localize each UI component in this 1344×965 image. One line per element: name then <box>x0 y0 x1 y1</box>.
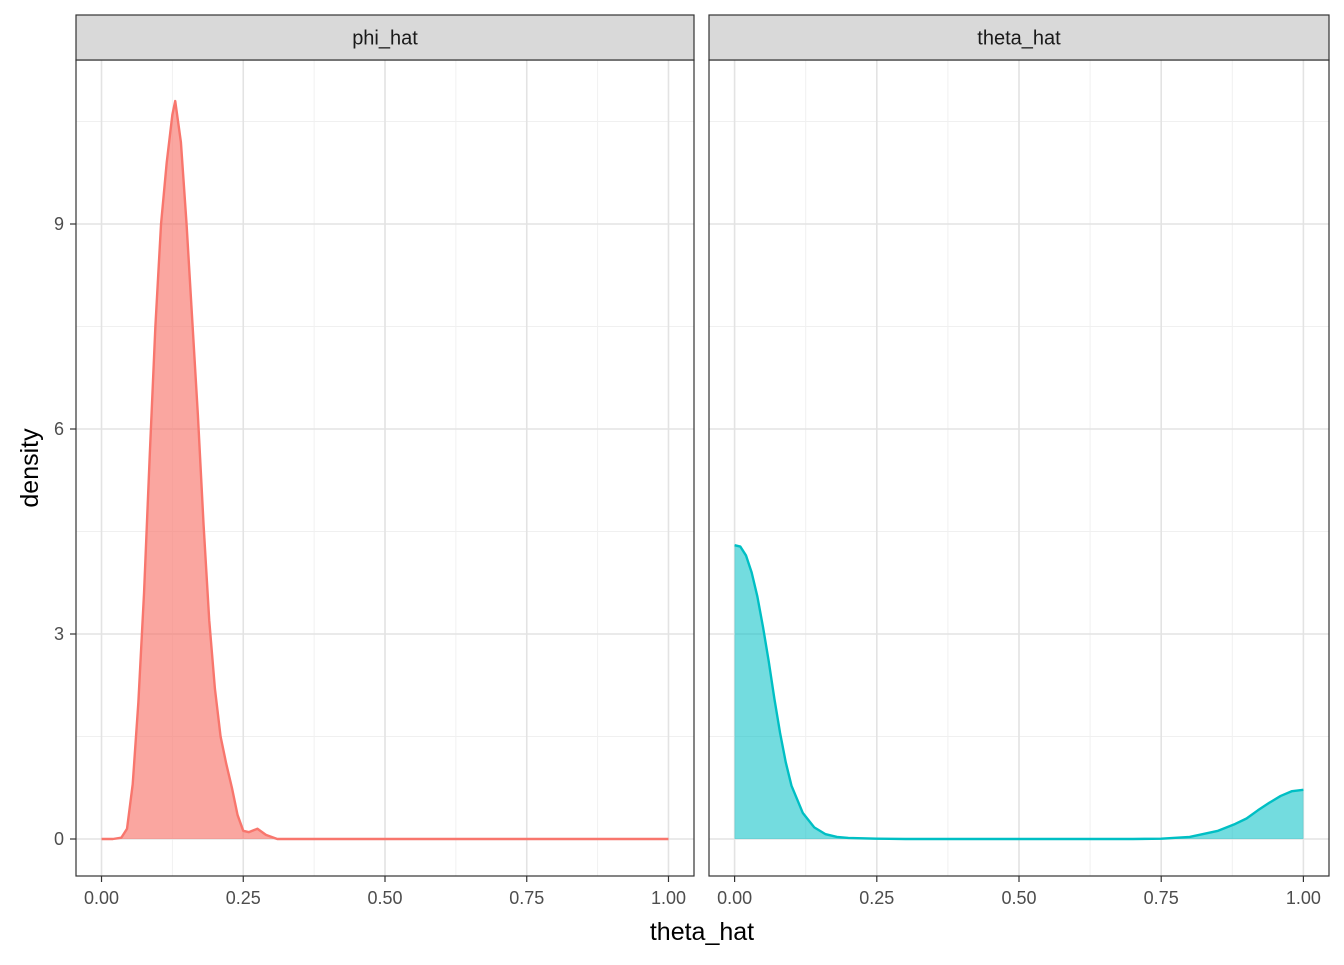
density-area-theta_hat <box>734 545 1304 839</box>
density-line-phi_hat <box>101 99 669 841</box>
x-tick-label: 0.75 <box>1144 888 1179 908</box>
y-tick-label: 0 <box>54 829 64 849</box>
y-axis-layer: 0 3 6 9 <box>54 214 76 849</box>
y-tick-label: 6 <box>54 419 64 439</box>
x-tick-label: 0.25 <box>226 888 261 908</box>
facet-panel-phi_hat: phi_hat <box>75 14 695 877</box>
x-tick-label: 0.50 <box>367 888 402 908</box>
x-tick-label: 1.00 <box>651 888 686 908</box>
x-tick-label: 0.00 <box>84 888 119 908</box>
x-tick-label: 0.50 <box>1001 888 1036 908</box>
facet-strip <box>75 14 695 61</box>
density-area-phi_hat <box>101 101 669 839</box>
x-tick-label: 0.00 <box>717 888 752 908</box>
facets-layer: phi_hat theta_hat <box>75 14 1330 877</box>
facet-strip-label: phi_hat <box>352 28 418 50</box>
x-axis-title: theta_hat <box>650 918 754 946</box>
x-tick-label: 0.75 <box>509 888 544 908</box>
y-tick-label: 3 <box>54 624 64 644</box>
facet-strip-label: theta_hat <box>977 28 1061 50</box>
facet-strip <box>708 14 1330 61</box>
y-tick-label: 9 <box>54 214 64 234</box>
density-line-theta_hat <box>734 544 1304 841</box>
facet-panel-theta_hat: theta_hat <box>708 14 1330 877</box>
x-tick-label: 0.25 <box>859 888 894 908</box>
x-axis-layer: 0.00 0.25 0.50 0.75 1.00 0.00 0.25 0.50 0.75 1.00 <box>84 876 1321 908</box>
y-axis-title: density <box>16 428 44 508</box>
x-tick-label: 1.00 <box>1286 888 1321 908</box>
